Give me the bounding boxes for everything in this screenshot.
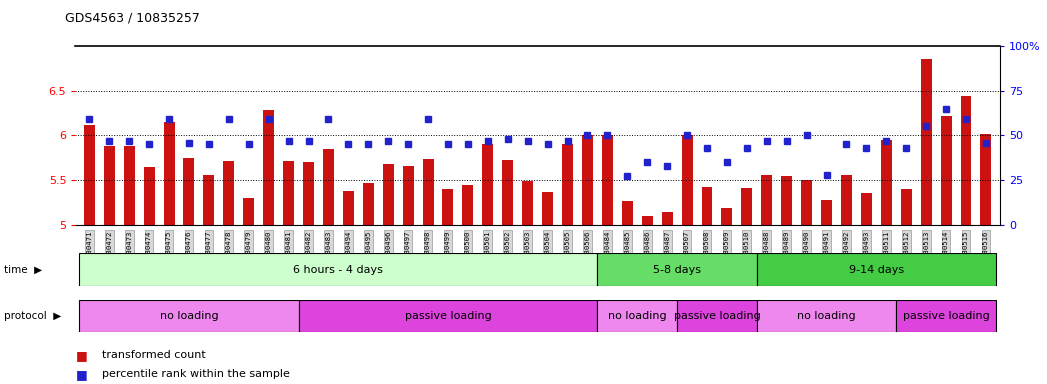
Text: GDS4563 / 10835257: GDS4563 / 10835257 (65, 12, 200, 25)
Bar (183, 158, 195, 225)
Bar (761, 175, 773, 225)
Bar (143, 167, 155, 225)
Bar (203, 175, 215, 225)
Bar (80, 300, 298, 332)
Bar (721, 208, 733, 225)
Bar (662, 212, 672, 225)
Bar (423, 159, 433, 225)
Bar (263, 110, 274, 225)
Bar (701, 187, 712, 225)
Bar (542, 192, 553, 225)
Bar (682, 136, 692, 225)
Text: no loading: no loading (159, 311, 218, 321)
Bar (483, 144, 493, 225)
Bar (104, 146, 115, 225)
Text: protocol  ▶: protocol ▶ (4, 311, 62, 321)
Text: no loading: no loading (797, 311, 855, 321)
Bar (383, 164, 394, 225)
Bar (622, 202, 632, 225)
Bar (821, 200, 832, 225)
Bar (503, 161, 513, 225)
Bar (980, 134, 992, 225)
Bar (522, 181, 533, 225)
Bar (124, 146, 135, 225)
Bar (598, 253, 757, 286)
Bar (582, 136, 593, 225)
Bar (443, 189, 453, 225)
Bar (363, 183, 374, 225)
Bar (781, 175, 793, 225)
Text: time  ▶: time ▶ (4, 265, 42, 275)
Text: 9-14 days: 9-14 days (849, 265, 904, 275)
Bar (677, 300, 757, 332)
Bar (960, 96, 972, 225)
Text: percentile rank within the sample: percentile rank within the sample (102, 369, 289, 379)
Text: ■: ■ (75, 349, 87, 362)
Bar (403, 166, 414, 225)
Bar (562, 144, 573, 225)
Text: passive loading: passive loading (404, 311, 491, 321)
Bar (223, 161, 235, 225)
Bar (283, 161, 294, 225)
Text: 5-8 days: 5-8 days (653, 265, 701, 275)
Bar (801, 180, 812, 225)
Bar (896, 300, 996, 332)
Bar (900, 189, 912, 225)
Bar (163, 122, 175, 225)
Bar (342, 191, 354, 225)
Bar (940, 116, 952, 225)
Bar (463, 185, 473, 225)
Text: ■: ■ (75, 368, 87, 381)
Bar (298, 300, 598, 332)
Bar (741, 188, 753, 225)
Text: 6 hours - 4 days: 6 hours - 4 days (293, 265, 383, 275)
Bar (602, 136, 612, 225)
Bar (303, 162, 314, 225)
Text: passive loading: passive loading (673, 311, 760, 321)
Text: passive loading: passive loading (903, 311, 989, 321)
Bar (84, 125, 95, 225)
Bar (598, 300, 677, 332)
Bar (757, 253, 996, 286)
Bar (881, 140, 892, 225)
Bar (243, 198, 254, 225)
Text: transformed count: transformed count (102, 350, 205, 360)
Bar (757, 300, 896, 332)
Bar (861, 194, 872, 225)
Bar (642, 216, 652, 225)
Bar (322, 149, 334, 225)
Bar (80, 253, 598, 286)
Text: no loading: no loading (608, 311, 667, 321)
Bar (841, 175, 852, 225)
Bar (920, 60, 932, 225)
